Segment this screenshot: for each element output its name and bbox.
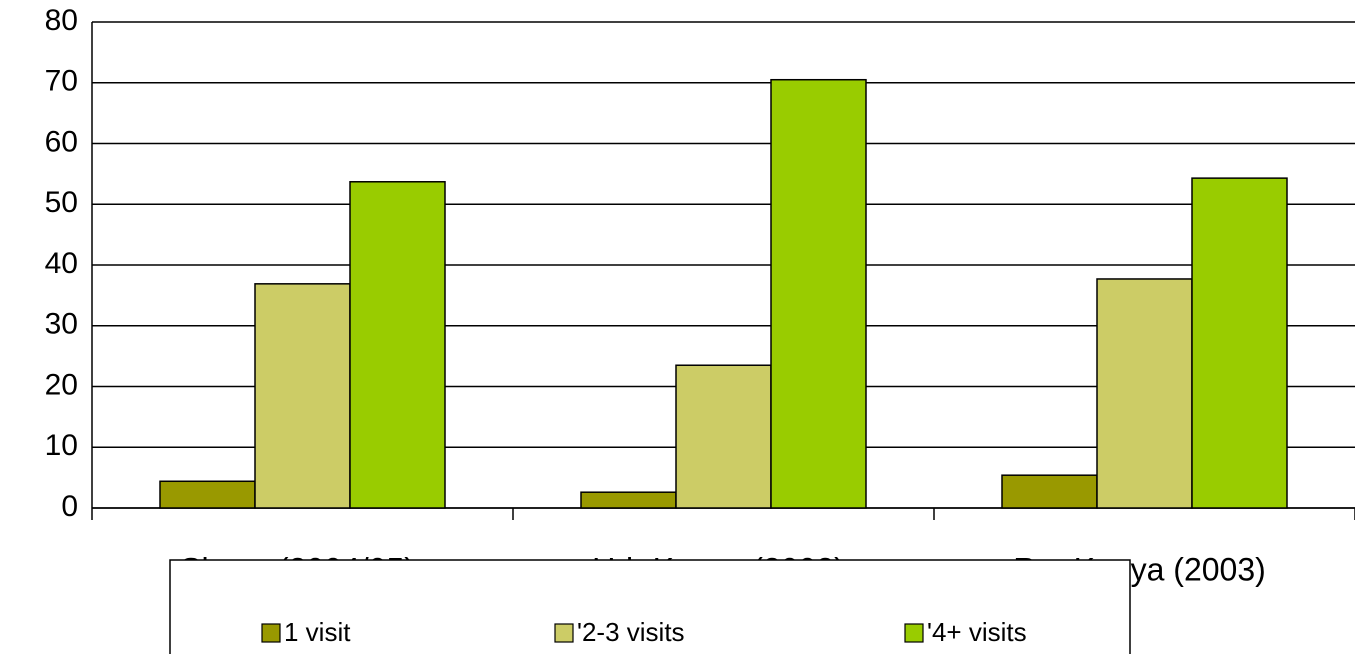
- bar: [1001, 474, 1098, 509]
- y-tick-label: 40: [45, 247, 78, 280]
- bar: [159, 480, 256, 509]
- bar: [1191, 177, 1288, 509]
- y-tick-label: 0: [61, 490, 78, 523]
- bar: [770, 78, 867, 509]
- y-tick-label: 60: [45, 125, 78, 158]
- bar: [254, 283, 351, 509]
- y-tick-label: 20: [45, 368, 78, 401]
- legend-box: [169, 559, 1131, 654]
- legend-label: '4+ visits: [927, 617, 1027, 647]
- legend-swatch: [554, 623, 574, 643]
- legend-label: '2-3 visits: [577, 617, 685, 647]
- y-tick-label: 10: [45, 429, 78, 462]
- y-tick-label: 80: [45, 4, 78, 37]
- bar: [675, 364, 772, 509]
- legend-swatch: [904, 623, 924, 643]
- legend-swatch: [261, 623, 281, 643]
- bar: [580, 491, 677, 509]
- y-tick-label: 70: [45, 65, 78, 98]
- y-tick-label: 50: [45, 186, 78, 219]
- bar: [349, 181, 446, 509]
- bar: [1096, 278, 1193, 509]
- legend-label: 1 visit: [284, 617, 351, 647]
- y-tick-label: 30: [45, 308, 78, 341]
